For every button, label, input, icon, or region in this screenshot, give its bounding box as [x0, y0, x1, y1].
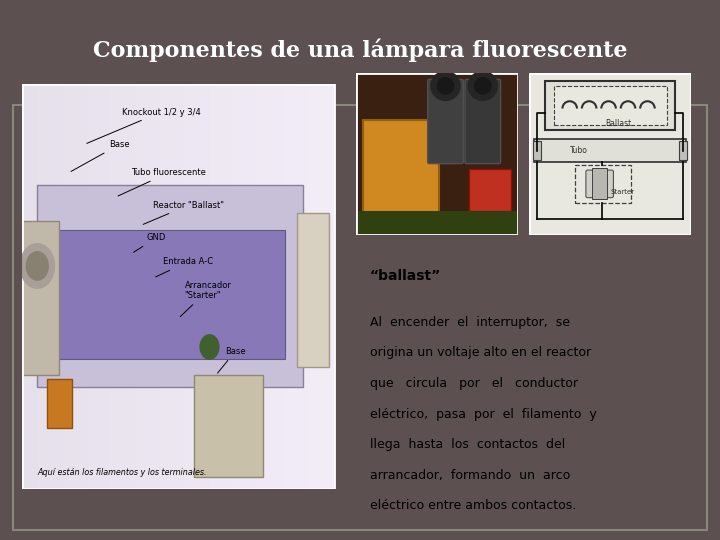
Text: origina un voltaje alto en el reactor: origina un voltaje alto en el reactor [370, 347, 591, 360]
Text: Reactor "Ballast": Reactor "Ballast" [143, 201, 224, 225]
Text: Tubo: Tubo [570, 146, 588, 155]
Text: eléctrico,  pasa  por  el  filamento  y: eléctrico, pasa por el filamento y [370, 408, 597, 421]
Text: Componentes de una lámpara fluorescente: Componentes de una lámpara fluorescente [93, 38, 627, 62]
Circle shape [474, 78, 491, 94]
Circle shape [200, 335, 219, 359]
FancyBboxPatch shape [554, 86, 667, 125]
FancyBboxPatch shape [297, 213, 328, 367]
FancyBboxPatch shape [546, 81, 675, 130]
FancyBboxPatch shape [363, 120, 439, 212]
Text: Ballast: Ballast [606, 119, 631, 129]
FancyBboxPatch shape [428, 79, 464, 164]
FancyBboxPatch shape [465, 79, 500, 164]
Text: eléctrico entre ambos contactos.: eléctrico entre ambos contactos. [370, 500, 576, 512]
FancyBboxPatch shape [534, 139, 686, 162]
Circle shape [27, 252, 48, 280]
Text: Entrada A-C: Entrada A-C [156, 258, 212, 277]
FancyBboxPatch shape [194, 375, 263, 477]
Circle shape [431, 71, 460, 100]
Bar [534, 141, 541, 160]
FancyBboxPatch shape [59, 230, 284, 359]
Circle shape [468, 71, 498, 100]
FancyBboxPatch shape [586, 170, 613, 198]
Text: Base: Base [71, 140, 130, 171]
FancyBboxPatch shape [469, 170, 511, 212]
Text: Tubo fluorescente: Tubo fluorescente [118, 168, 206, 196]
Text: llega  hasta  los  contactos  del: llega hasta los contactos del [370, 438, 565, 451]
Bar [679, 141, 687, 160]
FancyBboxPatch shape [593, 168, 607, 199]
Bar [356, 211, 518, 235]
Text: Aquí están los filamentos y los terminales.: Aquí están los filamentos y los terminal… [37, 468, 207, 477]
Text: Arrancador
"Starter": Arrancador "Starter" [180, 281, 231, 316]
Bar [529, 73, 691, 235]
Circle shape [20, 244, 55, 288]
Text: Knockout 1/2 y 3/4: Knockout 1/2 y 3/4 [87, 107, 201, 144]
Text: Base: Base [217, 347, 246, 373]
Text: Starter: Starter [611, 190, 634, 195]
Circle shape [438, 78, 454, 94]
FancyBboxPatch shape [37, 185, 304, 388]
Text: Al  encender  el  interruptor,  se: Al encender el interruptor, se [370, 316, 570, 329]
Bar [22, 84, 335, 489]
FancyBboxPatch shape [47, 379, 72, 428]
Text: arrancador,  formando  un  arco: arrancador, formando un arco [370, 469, 570, 482]
Text: “ballast”: “ballast” [370, 269, 441, 284]
FancyBboxPatch shape [22, 221, 59, 375]
FancyBboxPatch shape [575, 165, 631, 202]
Text: GND: GND [133, 233, 166, 252]
Bar [356, 73, 518, 235]
Text: que   circula   por   el   conductor: que circula por el conductor [370, 377, 577, 390]
